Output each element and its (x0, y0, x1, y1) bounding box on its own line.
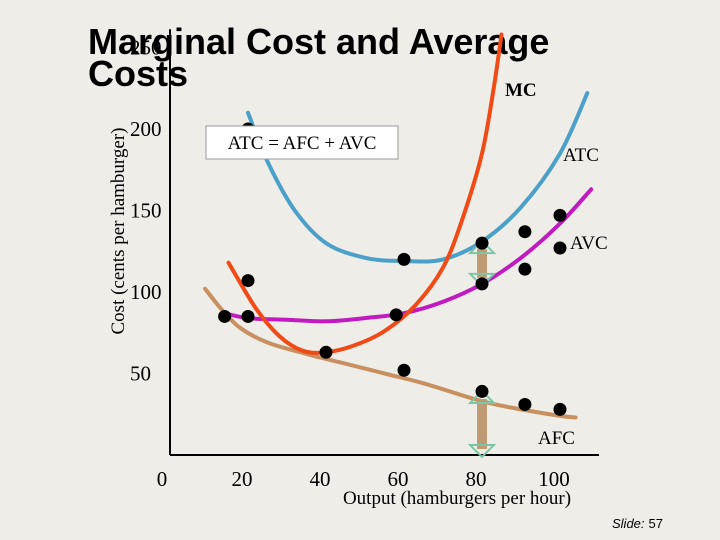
arrow-head-top (467, 389, 497, 405)
x-tick-label: 60 (388, 467, 409, 491)
arrow-head-bottom (467, 444, 497, 459)
avc-curve (222, 187, 594, 324)
difference-brackets (467, 239, 497, 459)
arrow-head-top (467, 239, 497, 255)
afc-point (475, 384, 489, 398)
avc-point (241, 309, 255, 323)
afc-label: AFC (538, 428, 575, 449)
arrow-head-bottom (467, 272, 497, 288)
arrow-shaft (477, 399, 487, 449)
atc-point (397, 252, 411, 266)
page-title: Marginal Cost and Average Costs (88, 21, 550, 94)
y-tick-label: 50 (130, 362, 151, 386)
atc-point (475, 236, 489, 250)
mc-curve (226, 32, 504, 355)
x-tick-label: 20 (232, 467, 253, 491)
equation-box-bg (205, 125, 399, 160)
y-axis-label: Cost (cents per hamburger) (108, 127, 129, 334)
atc-curve (246, 91, 590, 264)
y-tick-label: 200 (130, 117, 162, 141)
mc-label: MC (505, 80, 537, 101)
difference-arrow (467, 239, 497, 288)
curve-labels: MC ATC AVC AFC (505, 80, 608, 449)
atc-label: ATC (563, 145, 599, 166)
y-tick-label: 100 (130, 280, 162, 304)
avc-point (518, 262, 532, 276)
slide-number-value: 57 (648, 516, 663, 531)
x-tick-label: 40 (310, 467, 331, 491)
slide-label-text: Slide: (612, 516, 645, 531)
data-points (218, 122, 567, 416)
y-tick-label: 150 (130, 199, 162, 223)
x-tick-label: 0 (157, 467, 168, 491)
afc-point (553, 402, 567, 416)
atc-point (553, 208, 567, 222)
x-tick-label: 100 (538, 467, 570, 491)
slide-number: Slide: 57 (612, 516, 663, 531)
afc-point (397, 363, 411, 377)
arrow-shaft (477, 249, 487, 278)
afc-curve (203, 286, 578, 420)
afc-point (241, 274, 255, 288)
afc-point (319, 345, 333, 359)
avc-point (553, 241, 567, 255)
afc-point (518, 397, 532, 411)
avc-point (389, 308, 403, 322)
tick-labels: 0 20 40 60 80 100 50 100 150 200 250 (130, 36, 570, 492)
avc-label: AVC (570, 233, 608, 254)
equation-text: ATC = AFC + AVC (228, 133, 377, 154)
equation-box: ATC = AFC + AVC (205, 125, 399, 160)
atc-point (518, 225, 532, 239)
x-axis-label: Output (hamburgers per hour) (343, 488, 571, 509)
avc-point (218, 309, 232, 323)
difference-arrow (467, 389, 497, 459)
x-tick-label: 80 (466, 467, 487, 491)
avc-point (475, 277, 489, 291)
y-tick-label: 250 (130, 36, 162, 60)
chart-axes (169, 29, 599, 456)
